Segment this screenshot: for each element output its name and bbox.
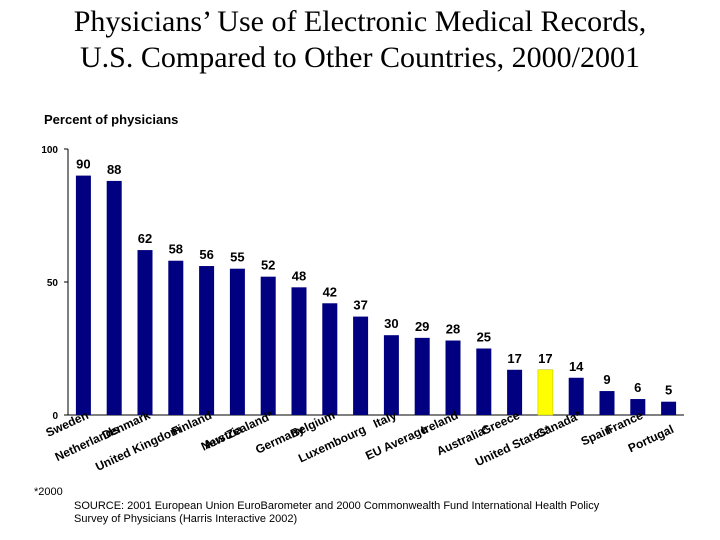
chart-title: Physicians’ Use of Electronic Medical Re… (0, 4, 720, 76)
bar-value-label: 5 (665, 383, 672, 398)
bar (353, 316, 369, 415)
bar-value-label: 58 (169, 242, 183, 257)
bar-value-label: 14 (569, 359, 584, 374)
bar-value-label: 25 (477, 330, 491, 345)
bar (661, 401, 677, 415)
bar (630, 399, 646, 415)
bar (106, 180, 122, 415)
bar-value-label: 90 (76, 157, 90, 172)
bar (137, 250, 153, 415)
bar (476, 348, 492, 415)
y-tick-label: 50 (47, 278, 59, 289)
source-line-1: SOURCE: 2001 European Union EuroBaromete… (74, 500, 600, 512)
bar-value-label: 42 (323, 284, 337, 299)
bar-value-label: 6 (634, 380, 641, 395)
bar-value-label: 48 (292, 268, 306, 283)
footnote: *2000 (34, 486, 63, 498)
bar-value-label: 29 (415, 319, 429, 334)
bar-value-label: 52 (261, 258, 275, 273)
bar-value-label: 9 (603, 372, 610, 387)
category-label: Portugal (626, 422, 676, 455)
source-note: SOURCE: 2001 European Union EuroBaromete… (74, 500, 694, 526)
y-tick-label: 0 (52, 411, 58, 422)
bar (507, 369, 523, 415)
bar (568, 377, 584, 415)
bar (75, 175, 91, 415)
bar-chart: 05010090Sweden88Netherlands62Denmark58Un… (41, 145, 684, 474)
y-tick-label: 100 (41, 145, 58, 156)
bar (291, 287, 307, 415)
bar-value-label: 17 (538, 351, 552, 366)
source-line-2: Survey of Physicians (Harris Interactive… (74, 513, 298, 525)
bar-value-label: 28 (446, 322, 460, 337)
chart-title-line-2: U.S. Compared to Other Countries, 2000/2… (80, 41, 640, 74)
bar-value-label: 62 (138, 231, 152, 246)
bar-value-label: 55 (230, 250, 244, 265)
bar-value-label: 88 (107, 162, 121, 177)
bar (599, 391, 615, 415)
bar-value-label: 56 (199, 247, 213, 262)
bar (383, 335, 399, 415)
bar (168, 260, 184, 415)
bar-value-label: 30 (384, 316, 398, 331)
bar (445, 340, 461, 415)
bar-value-label: 37 (353, 298, 367, 313)
bar (322, 303, 338, 415)
y-axis-label: Percent of physicians (44, 112, 179, 127)
chart-title-line-1: Physicians’ Use of Electronic Medical Re… (73, 5, 647, 38)
bar (260, 276, 276, 415)
bar (199, 266, 215, 415)
bar (229, 268, 245, 415)
bar-value-label: 17 (507, 351, 521, 366)
bar (414, 337, 430, 415)
bar-highlighted (537, 369, 554, 416)
category-label: Sweden (44, 408, 91, 440)
